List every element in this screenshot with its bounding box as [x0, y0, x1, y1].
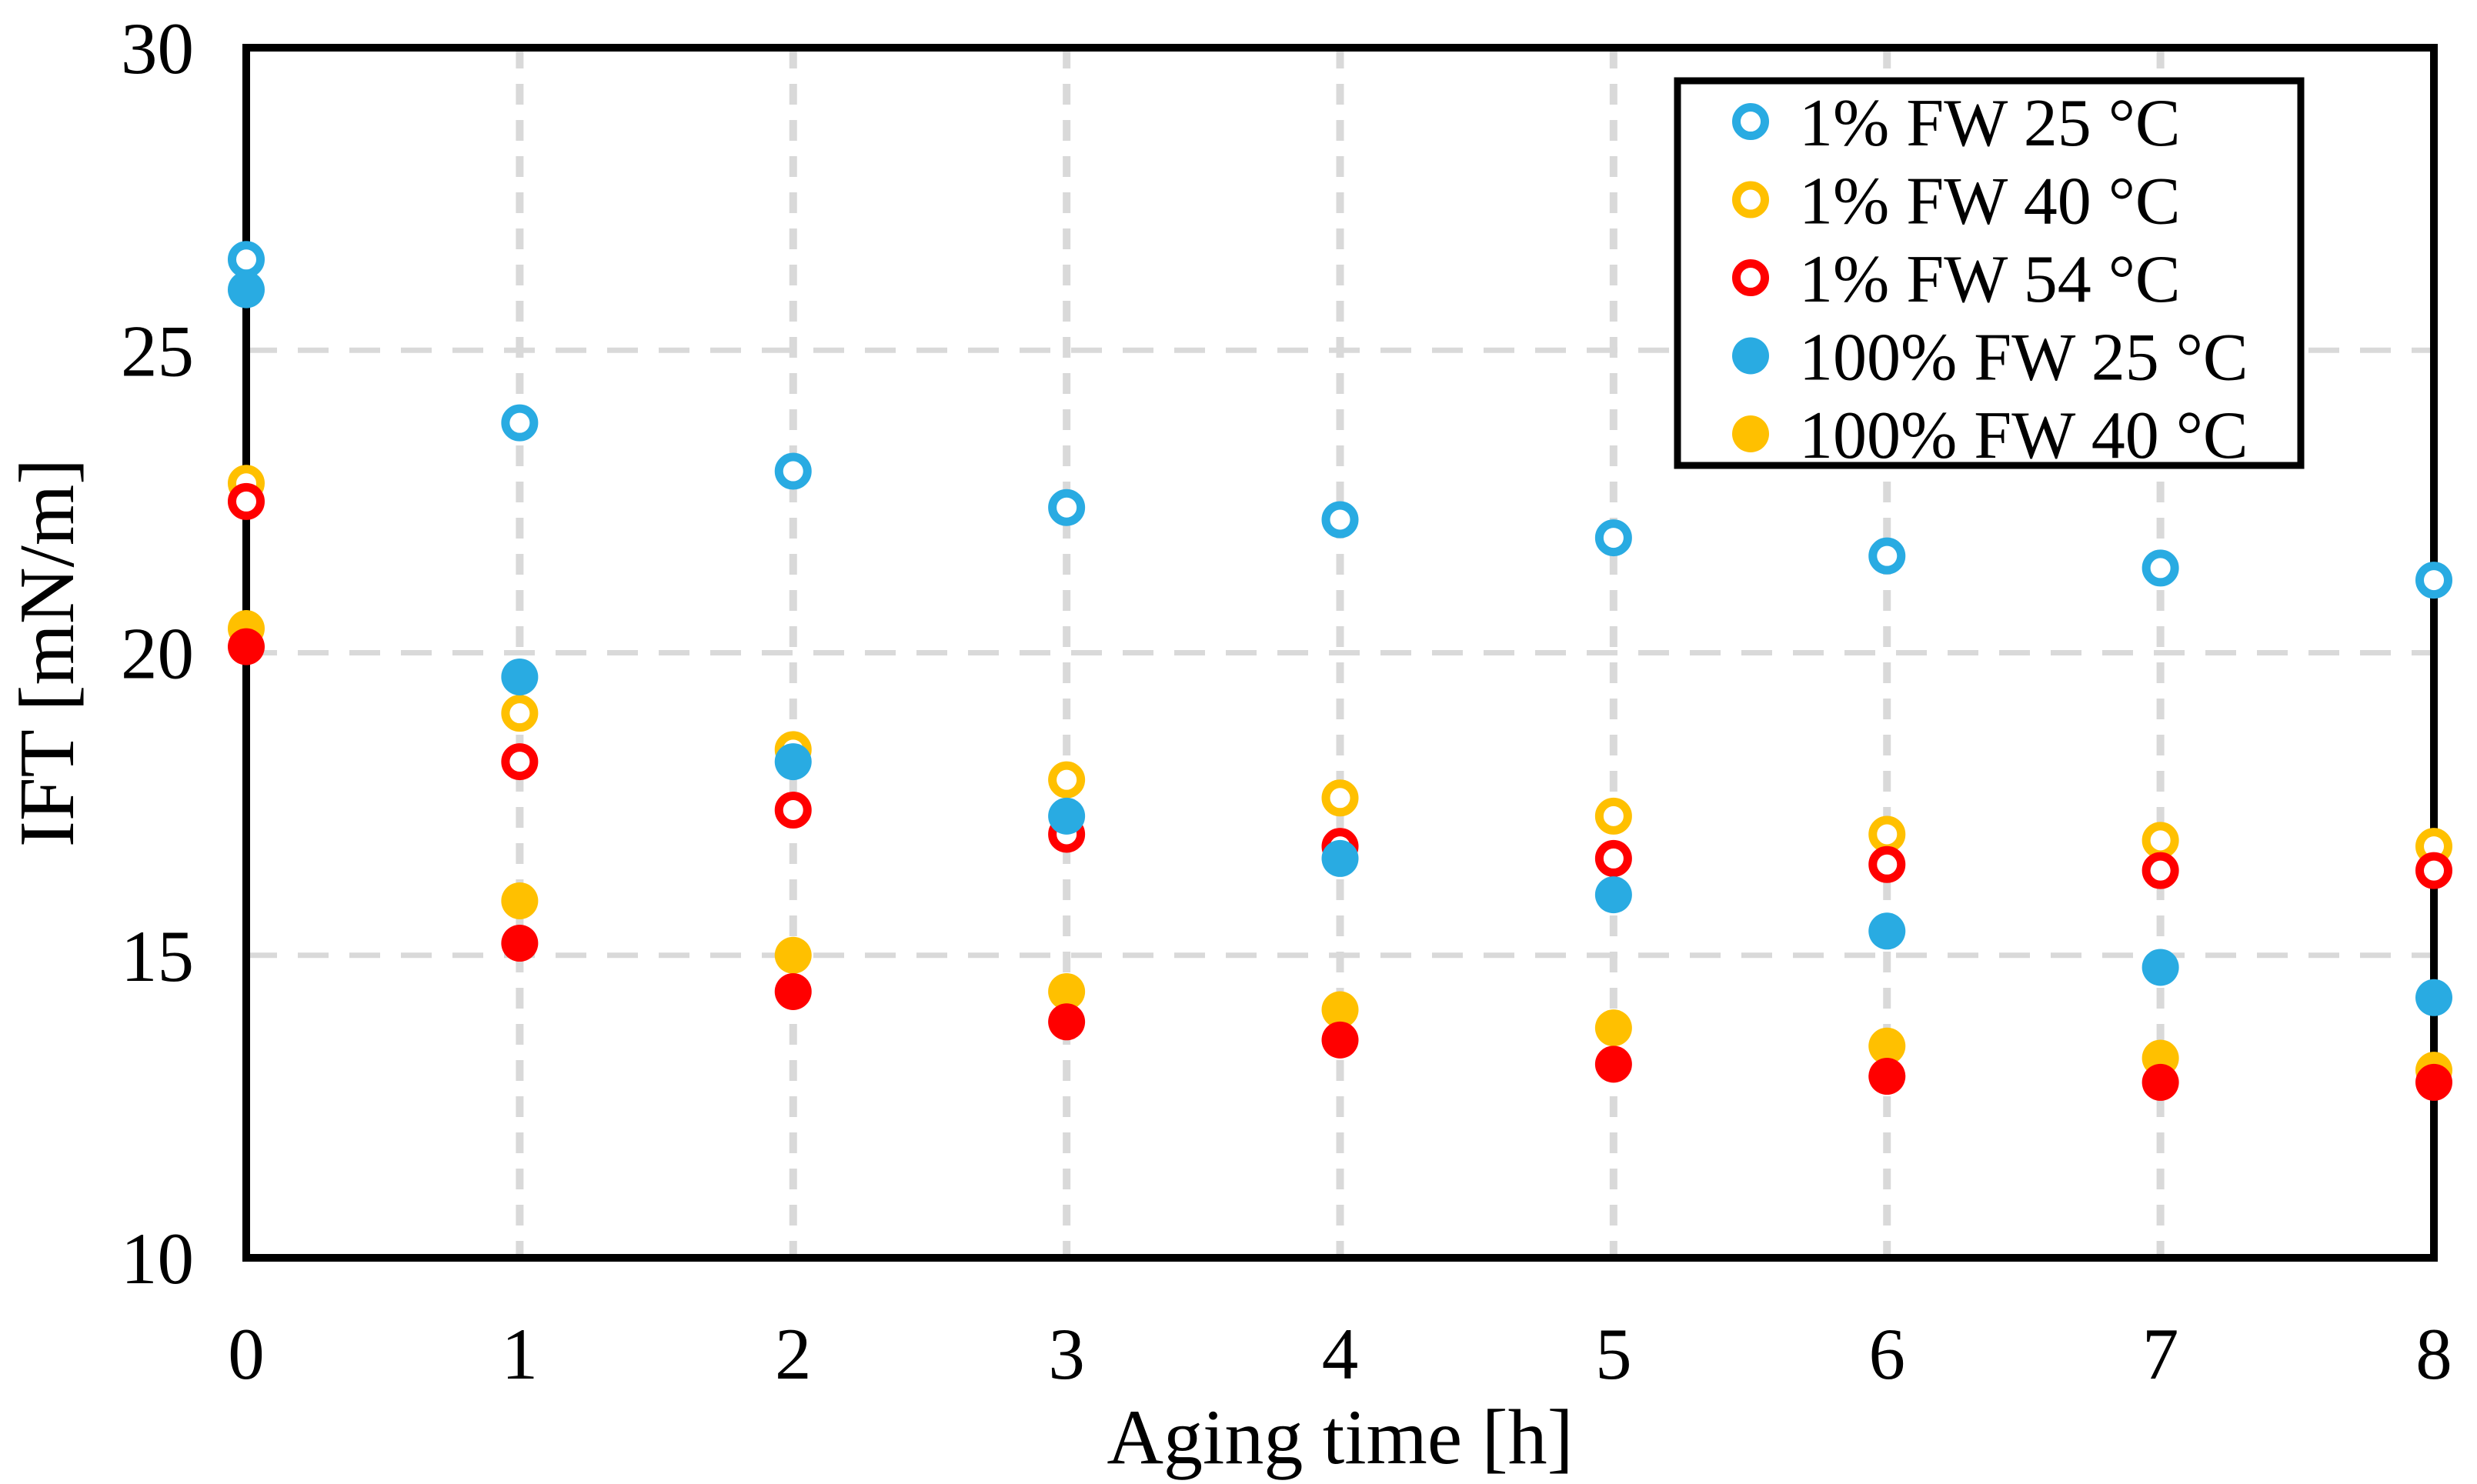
data-point-series0-x6 — [1868, 537, 1906, 575]
legend-label-3: 100% FW 25 °C — [1799, 321, 2248, 395]
data-point-series3-x2 — [774, 743, 812, 781]
data-point-series3-x4 — [1321, 839, 1359, 877]
y-tick-label-15: 15 — [121, 915, 194, 997]
x-tick-label-5: 5 — [1595, 1313, 1632, 1395]
data-point-series3-x8 — [2415, 979, 2452, 1016]
data-point-series2-x2 — [774, 791, 812, 829]
y-tick-label-30: 30 — [121, 8, 194, 89]
data-point-series1-x1 — [501, 695, 539, 732]
x-tick-label-8: 8 — [2415, 1313, 2452, 1395]
x-tick-label-1: 1 — [502, 1313, 539, 1395]
x-axis-title: Aging time [h] — [1107, 1394, 1573, 1481]
data-point-series3-x0 — [228, 271, 265, 308]
data-point-series1-x6 — [1868, 815, 1906, 853]
y-tick-label-25: 25 — [121, 310, 194, 392]
data-point-series1-x7 — [2142, 822, 2179, 859]
data-point-series1-x4 — [1321, 779, 1359, 817]
data-point-series5-x5 — [1594, 1045, 1632, 1083]
x-tick-label-0: 0 — [228, 1313, 265, 1395]
data-point-series0-x0 — [228, 241, 265, 278]
data-point-series5-x3 — [1048, 1003, 1086, 1041]
legend-marker-3 — [1732, 337, 1769, 375]
data-point-series2-x5 — [1594, 839, 1632, 877]
data-point-series5-x2 — [774, 972, 812, 1010]
legend-label-1: 1% FW 40 °C — [1799, 165, 2181, 239]
data-point-series2-x8 — [2415, 852, 2452, 889]
data-point-series0-x7 — [2142, 549, 2179, 587]
data-point-series0-x3 — [1048, 489, 1086, 526]
data-point-series4-x2 — [774, 936, 812, 974]
x-tick-label-3: 3 — [1048, 1313, 1085, 1395]
data-point-series3-x6 — [1868, 912, 1906, 950]
data-point-series4-x4 — [1321, 991, 1359, 1029]
legend-label-2: 1% FW 54 °C — [1799, 242, 2181, 317]
data-point-series5-x0 — [228, 628, 265, 665]
legend-marker-1 — [1732, 181, 1769, 218]
data-point-series0-x1 — [501, 404, 539, 442]
legend-marker-0 — [1732, 103, 1769, 140]
data-point-series5-x1 — [501, 925, 539, 962]
data-point-series3-x1 — [501, 658, 539, 695]
data-point-series1-x3 — [1048, 761, 1086, 799]
x-tick-label-7: 7 — [2142, 1313, 2179, 1395]
data-point-series2-x0 — [228, 482, 265, 520]
legend-label-0: 1% FW 25 °C — [1799, 86, 2181, 161]
data-point-series3-x3 — [1048, 797, 1086, 835]
y-axis-title: IFT [mN/m] — [4, 459, 91, 847]
data-point-series4-x5 — [1594, 1009, 1632, 1047]
legend-label-4: 100% FW 40 °C — [1799, 399, 2248, 473]
data-point-series5-x7 — [2142, 1063, 2179, 1101]
y-tick-label-20: 20 — [121, 613, 194, 695]
data-point-series0-x4 — [1321, 501, 1359, 539]
x-tick-label-4: 4 — [1322, 1313, 1359, 1395]
x-tick-label-2: 2 — [775, 1313, 812, 1395]
data-point-series3-x7 — [2142, 949, 2179, 986]
data-point-series5-x6 — [1868, 1058, 1906, 1095]
data-point-series1-x5 — [1594, 797, 1632, 835]
legend-box — [1674, 77, 2305, 469]
data-point-series3-x5 — [1594, 876, 1632, 914]
data-point-series4-x3 — [1048, 972, 1086, 1010]
legend-marker-4 — [1732, 415, 1769, 452]
data-point-series2-x7 — [2142, 852, 2179, 889]
data-point-series2-x6 — [1868, 845, 1906, 883]
data-point-series0-x5 — [1594, 519, 1632, 557]
data-point-series0-x2 — [774, 452, 812, 490]
data-point-series5-x8 — [2415, 1063, 2452, 1101]
x-tick-label-6: 6 — [1869, 1313, 1906, 1395]
data-point-series4-x1 — [501, 882, 539, 919]
data-point-series2-x1 — [501, 743, 539, 781]
legend-marker-2 — [1732, 259, 1769, 296]
y-tick-label-10: 10 — [121, 1218, 194, 1299]
data-point-series0-x8 — [2415, 562, 2452, 599]
data-point-series4-x6 — [1868, 1027, 1906, 1065]
data-point-series5-x4 — [1321, 1021, 1359, 1059]
